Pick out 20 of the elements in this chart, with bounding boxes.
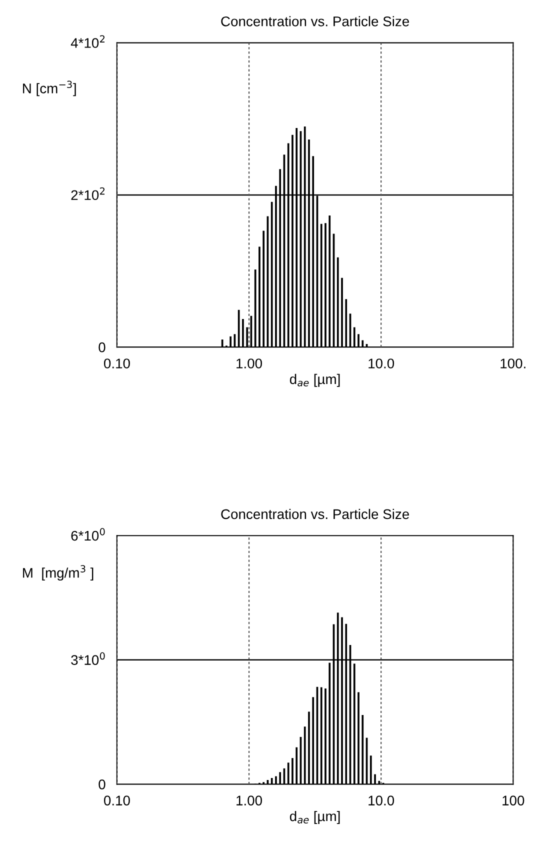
- x-tick-label: 10.0: [368, 358, 394, 368]
- y-tick-label: 3*10$^{0}$: [71, 652, 105, 665]
- x-tick-label: 1.00: [236, 796, 262, 806]
- y-tick-label: 0: [98, 779, 106, 790]
- chart-title: Concentration vs. Particle Size: [221, 16, 409, 26]
- y-tick-label: 2*10$^{2}$: [71, 187, 104, 200]
- x-tick-label: 0.10: [104, 358, 130, 368]
- x-axis-title: d$_{ae}$ [µm]: [290, 374, 340, 387]
- y-axis-title: M [mg/m$^{3}$ ]: [23, 565, 94, 581]
- x-tick-label: 1.00: [236, 358, 262, 368]
- x-tick-label: 100.: [500, 358, 526, 368]
- y-tick-label: 0: [98, 342, 106, 352]
- chart-title: Concentration vs. Particle Size: [221, 508, 409, 520]
- y-tick-label: 4*10$^{2}$: [70, 35, 104, 48]
- y-axis-title: N [cm$^{−3}$]: [23, 80, 76, 96]
- x-tick-label: 10.0: [368, 796, 394, 806]
- x-tick-label: 0.10: [104, 796, 130, 806]
- x-tick-label: 100: [502, 796, 524, 806]
- y-tick-label: 6*10$^{0}$: [71, 528, 105, 541]
- x-axis-title: d$_{ae}$ [µm]: [290, 810, 340, 824]
